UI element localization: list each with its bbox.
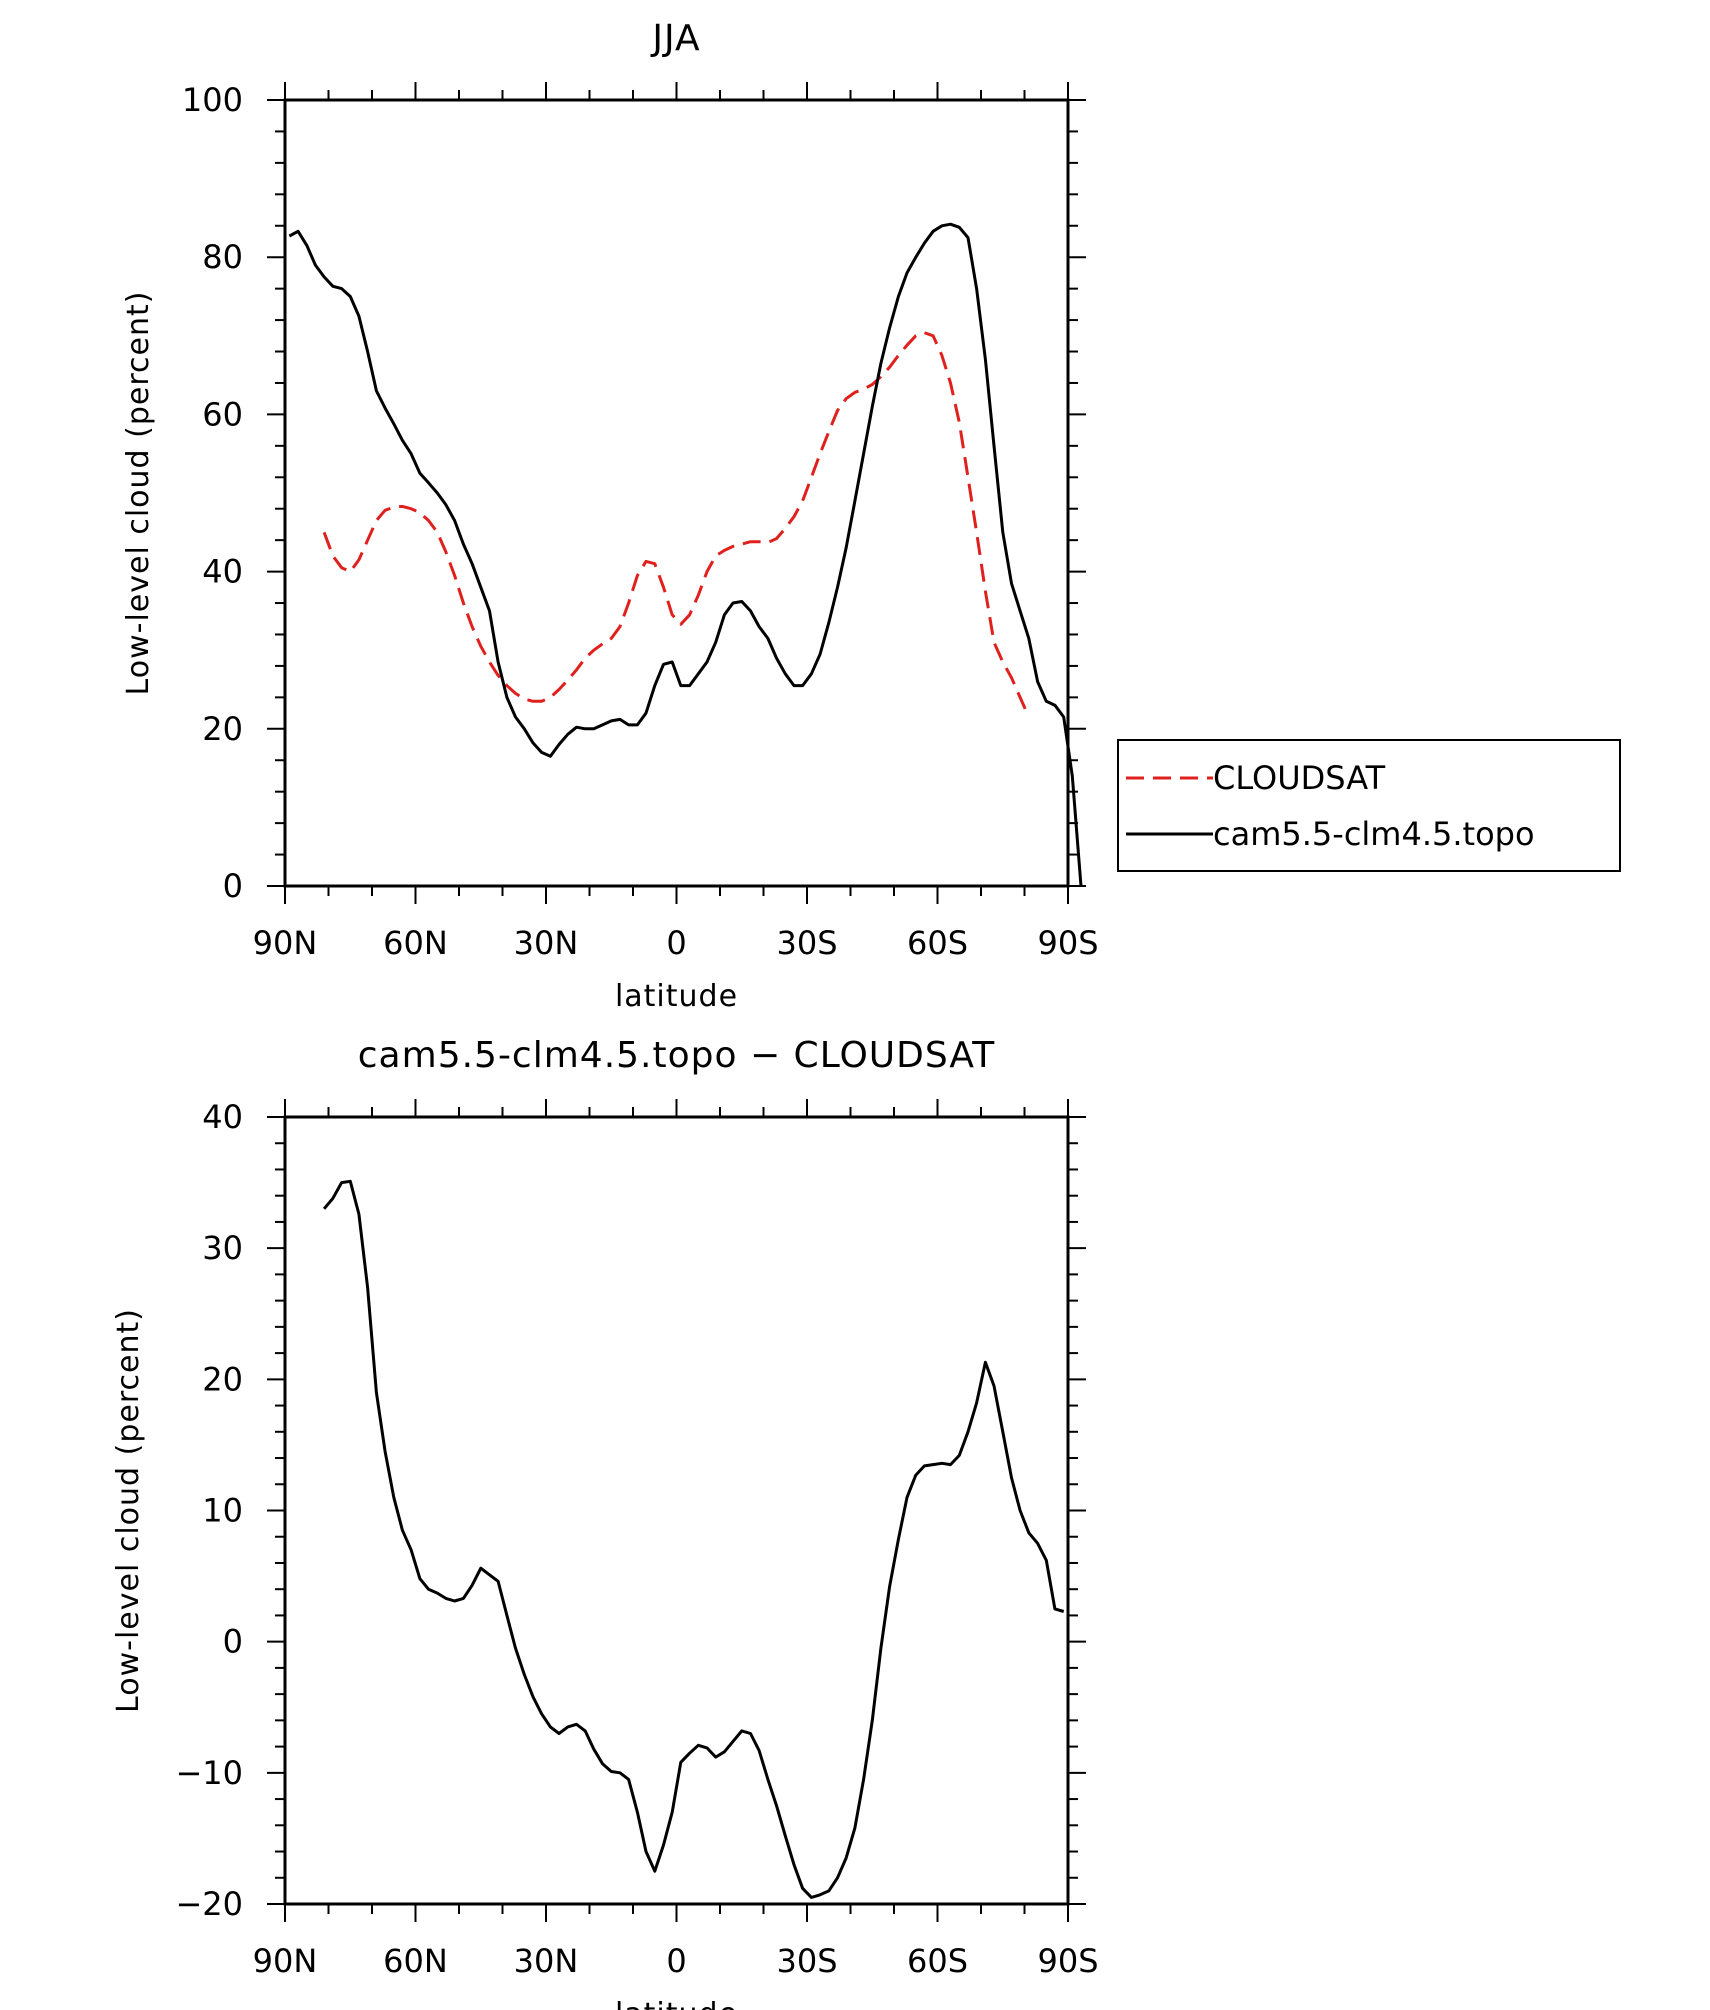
plot-frame [283, 98, 1070, 888]
x-tick-label: 60S [907, 1942, 968, 1980]
y-tick-label: −10 [175, 1754, 243, 1792]
x-tick-label: 90N [253, 1942, 318, 1980]
y-tick-label: 0 [223, 1623, 243, 1661]
y-tick-label: 100 [182, 81, 243, 119]
x-tick-label: 30N [514, 924, 579, 962]
x-tick-label: 90S [1037, 924, 1098, 962]
x-axis-label: latitude [615, 979, 738, 1014]
x-tick-label: 60N [383, 924, 448, 962]
y-axis-label: Low-level cloud (percent) [111, 1308, 146, 1713]
legend: CLOUDSAT cam5.5-clm4.5.topo [1117, 739, 1621, 872]
x-tick-label: 60S [907, 924, 968, 962]
x-tick-label: 30S [776, 924, 837, 962]
legend-label: CLOUDSAT [1213, 759, 1386, 797]
series-line-model [322, 1179, 1065, 1899]
x-tick-label: 90S [1037, 1942, 1098, 1980]
x-tick-label: 0 [666, 924, 686, 962]
panel-bottom: −20 −10 0 10 20 30 40 90N 60N 30N 0 30S 60S 90S cam5.5… [111, 1035, 1099, 2010]
y-tick-label: 60 [202, 395, 243, 433]
panel-top: 0 20 40 60 80 100 90N 60N 30N 0 30S 60S 90S JJA latitu… [121, 18, 1621, 1014]
x-tick-label: 90N [253, 924, 318, 962]
y-tick-label: −20 [175, 1885, 243, 1923]
series-line-cloudsat [322, 331, 1031, 718]
y-tick-label: 80 [202, 238, 243, 276]
x-tick-label: 0 [666, 1942, 686, 1980]
y-axis-label: Low-level cloud (percent) [121, 291, 156, 696]
y-tick-label: 10 [202, 1492, 243, 1530]
x-tick-label: 30S [776, 1942, 837, 1980]
x-tick-label: 60N [383, 1942, 448, 1980]
chart-title: cam5.5-clm4.5.topo − CLOUDSAT [358, 1035, 995, 1076]
legend-box [1117, 739, 1621, 872]
chart-title: JJA [650, 18, 700, 59]
y-tick-label: 30 [202, 1229, 243, 1267]
y-tick-label: 20 [202, 1360, 243, 1398]
series-line-model [288, 222, 1083, 887]
y-tick-label: 40 [202, 1098, 243, 1136]
y-tick-label: 0 [223, 867, 243, 905]
y-tick-label: 40 [202, 553, 243, 591]
x-axis-label: latitude [615, 1997, 738, 2010]
legend-label: cam5.5-clm4.5.topo [1213, 815, 1535, 853]
x-tick-label: 30N [514, 1942, 579, 1980]
y-tick-label: 20 [202, 710, 243, 748]
